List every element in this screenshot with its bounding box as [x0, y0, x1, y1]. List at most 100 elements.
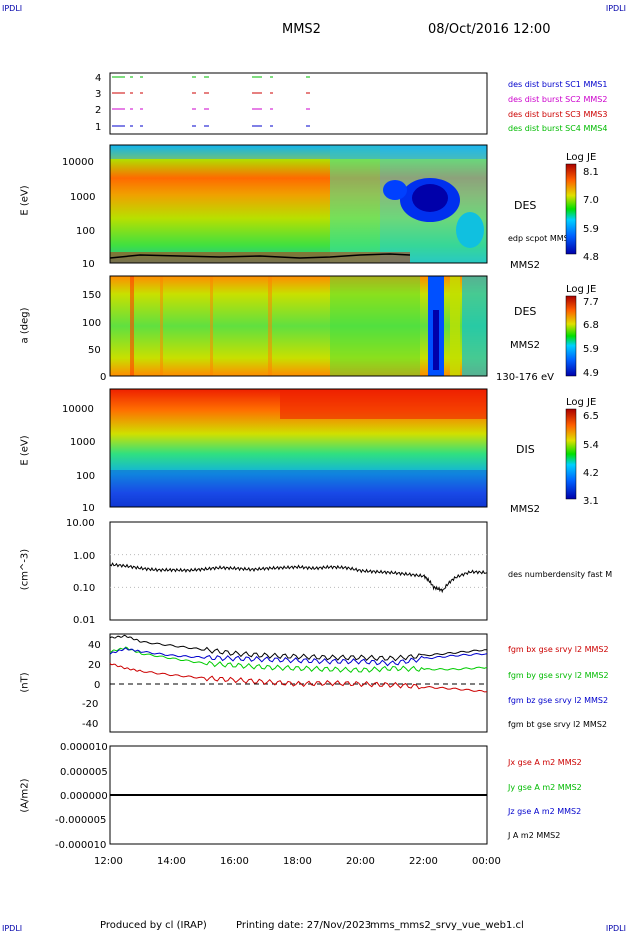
- bfield-ytick: -40: [82, 719, 98, 730]
- bfield-legend-by: fgm by gse srvy l2 MMS2: [508, 671, 609, 680]
- bfield-ytick: -20: [82, 699, 98, 710]
- des-pitch-colorbar-title: Log JE: [566, 284, 596, 295]
- xtick-label: 16:00: [220, 856, 249, 867]
- des-pitch-frame: [109, 275, 488, 377]
- des-energy-cbar-tick: 4.8: [583, 252, 599, 263]
- current-ytick: -0.000010: [55, 840, 106, 851]
- dis-energy-ytick: 100: [76, 471, 95, 482]
- density-legend: des numberdensity fast M: [508, 570, 612, 579]
- des-pitch-ytick: 100: [82, 318, 101, 329]
- des-pitch-cbar-tick: 4.9: [583, 368, 599, 379]
- bfield-ytick: 40: [88, 640, 101, 651]
- series-line: [109, 663, 488, 693]
- spacecraft-title: MMS2: [282, 22, 321, 37]
- xtick-label: 12:00: [94, 856, 123, 867]
- dis-energy-colorbar: [565, 408, 577, 500]
- des-energy-ytick: 100: [76, 226, 95, 237]
- current-legend-jz: Jz gse A m2 MMS2: [507, 807, 581, 816]
- datetime-title: 08/Oct/2016 12:00: [428, 22, 551, 37]
- corner-label-top-left: IPDLI: [2, 4, 23, 13]
- des-energy-ytick: 10: [82, 259, 95, 270]
- current-ytick: -0.000005: [55, 815, 106, 826]
- current-ytick: 0.000005: [60, 767, 108, 778]
- density-gridlines: [110, 554, 487, 588]
- dis-energy-cbar-tick: 4.2: [583, 468, 599, 479]
- des-pitch-cbar-tick: 6.8: [583, 320, 599, 331]
- dis-energy-spectrogram: [110, 389, 487, 507]
- burst-ytick-3: 3: [95, 89, 101, 100]
- des-energy-colorbar-title: Log JE: [566, 152, 596, 163]
- dis-energy-sc: MMS2: [510, 504, 540, 515]
- burst-panel-frame: [109, 72, 488, 135]
- des-pitch-cbar-tick: 7.7: [583, 297, 599, 308]
- dis-energy-frame: [109, 388, 488, 508]
- bfield-legend-bx: fgm bx gse srvy l2 MMS2: [508, 645, 609, 654]
- des-pitch-spectrogram: [110, 276, 487, 376]
- des-energy-ytick: 10000: [62, 157, 94, 168]
- dis-energy-ytick: 10: [82, 503, 95, 514]
- corner-label-top-right: IPDLI: [605, 4, 626, 13]
- series-line: [109, 634, 487, 662]
- corner-label-bottom-left: IPDLI: [2, 924, 23, 933]
- dis-energy-colorbar-title: Log JE: [566, 397, 596, 408]
- burst-ytick-1: 1: [95, 122, 101, 133]
- xtick-label: 00:00: [472, 856, 501, 867]
- dis-energy-cbar-tick: 5.4: [583, 440, 599, 451]
- des-energy-spectrogram: [110, 145, 487, 263]
- density-ytick: 0.01: [73, 615, 95, 626]
- des-pitch-sc: MMS2: [510, 340, 540, 351]
- des-pitch-cbar-tick: 5.9: [583, 344, 599, 355]
- des-energy-instrument: DES: [514, 199, 536, 212]
- dis-energy-cbar-tick: 6.5: [583, 411, 599, 422]
- des-pitch-energy-range: 130-176 eV: [496, 372, 554, 383]
- dis-energy-ytick: 10000: [62, 404, 94, 415]
- des-pitch-ytick: 50: [88, 345, 101, 356]
- bfield-frame: [109, 633, 488, 733]
- density-ytick: 1.00: [73, 551, 95, 562]
- current-ytick: 0.000000: [60, 791, 108, 802]
- des-pitch-ytick: 0: [100, 372, 106, 383]
- des-pitch-instrument: DES: [514, 305, 536, 318]
- burst-legend-mms4: des dist burst SC4 MMS4: [508, 124, 607, 133]
- burst-ytick-2: 2: [95, 105, 101, 116]
- burst-bars: [112, 76, 310, 127]
- xtick-label: 18:00: [283, 856, 312, 867]
- current-legend-jy: Jy gse A m2 MMS2: [507, 783, 582, 792]
- burst-legend-mms1: des dist burst SC1 MMS1: [508, 80, 607, 89]
- dis-energy-cbar-tick: 3.1: [583, 496, 599, 507]
- footer-file: mms_mms2_srvy_vue_web1.cl: [370, 920, 524, 931]
- dis-energy-instrument: DIS: [516, 443, 535, 456]
- des-energy-colorbar: [565, 163, 577, 255]
- series-line: [109, 646, 488, 673]
- xtick-label: 14:00: [157, 856, 186, 867]
- density-ytick: 0.10: [73, 583, 95, 594]
- scpot-legend: edp scpot MMS2: [508, 234, 574, 243]
- des-energy-cbar-tick: 5.9: [583, 224, 599, 235]
- current-ytick: 0.000010: [60, 742, 108, 753]
- footer-produced-by: Produced by cl (IRAP): [100, 920, 207, 931]
- burst-legend-mms3: des dist burst SC3 MMS3: [508, 110, 607, 119]
- corner-label-bottom-right: IPDLI: [605, 924, 626, 933]
- burst-ytick-4: 4: [95, 73, 101, 84]
- xtick-label: 22:00: [409, 856, 438, 867]
- series-line: [109, 562, 488, 594]
- current-legend-jx: Jx gse A m2 MMS2: [507, 758, 582, 767]
- des-energy-frame: [109, 144, 488, 264]
- xtick-label: 20:00: [346, 856, 375, 867]
- density-ytick: 10.00: [66, 518, 95, 529]
- des-pitch-ytick: 150: [82, 290, 101, 301]
- burst-legend-mms2: des dist burst SC2 MMS2: [508, 95, 607, 104]
- des-energy-ytick: 1000: [70, 192, 95, 203]
- des-energy-sc: MMS2: [510, 260, 540, 271]
- dis-energy-ytick: 1000: [70, 437, 95, 448]
- footer-printing-date: Printing date: 27/Nov/2023: [236, 920, 372, 931]
- des-energy-cbar-tick: 7.0: [583, 195, 599, 206]
- series-line: [109, 647, 488, 667]
- bfield-ytick: 20: [88, 660, 101, 671]
- des-energy-cbar-tick: 8.1: [583, 167, 599, 178]
- density-series: [109, 562, 488, 594]
- bfield-series: [109, 634, 488, 693]
- des-pitch-colorbar: [565, 295, 577, 377]
- bfield-legend-bt: fgm bt gse srvy l2 MMS2: [508, 720, 607, 729]
